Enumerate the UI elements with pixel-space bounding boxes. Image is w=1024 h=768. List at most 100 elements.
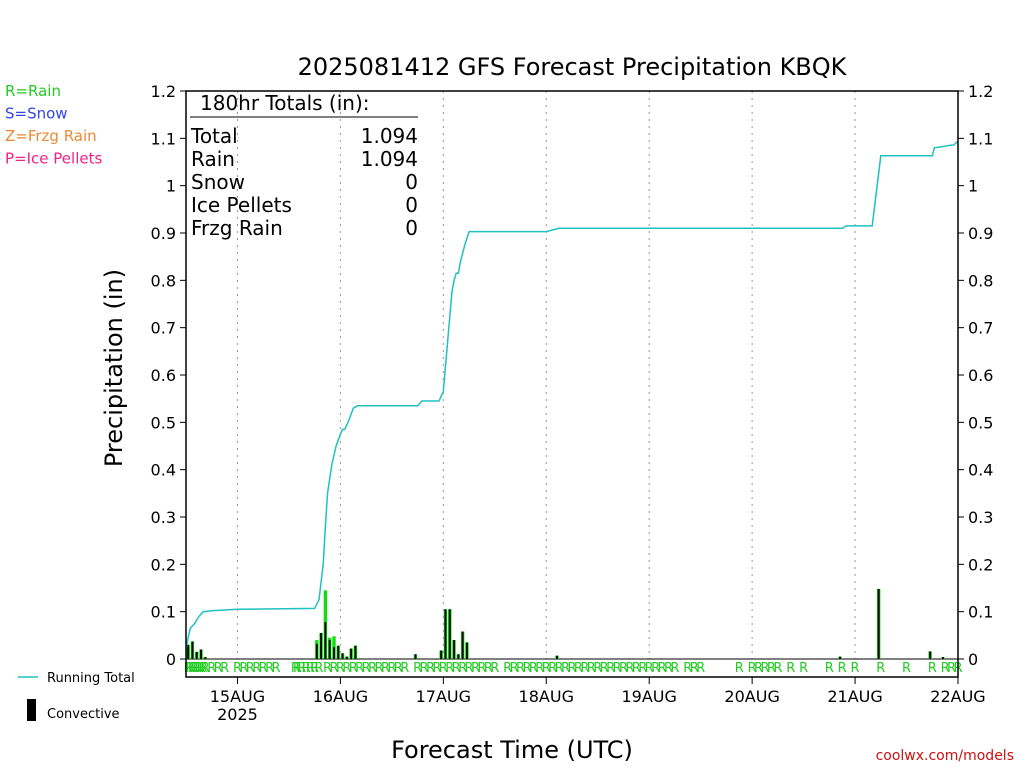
precip-type-letter: R [928, 661, 937, 676]
precip-type-letter: R [246, 661, 255, 676]
precip-type-letter: R [265, 661, 274, 676]
precip-type-letter: R [838, 661, 847, 676]
precip-type-letter: R [239, 661, 248, 676]
precip-type-letter: R [465, 661, 474, 676]
y-tick-label-left: 0.3 [151, 508, 176, 527]
precip-type-letter: R [302, 661, 311, 676]
convective-bar [328, 640, 331, 659]
precip-type-letter: R [529, 661, 538, 676]
x-tick-sublabel: 2025 [217, 705, 258, 724]
y-axis-label: Precipitation (in) [100, 269, 128, 467]
precip-type-letter: R [606, 661, 615, 676]
precip-type-letter: R [600, 661, 609, 676]
y-tick-label-right: 0.8 [968, 271, 993, 290]
precip-type-letter: R [184, 661, 193, 676]
y-tick-label-left: 0 [166, 650, 176, 669]
y-tick-label-left: 0.9 [151, 224, 176, 243]
totals-row-label: Ice Pellets [191, 193, 292, 217]
precip-type-letter: R [767, 661, 776, 676]
convective-bar [200, 649, 202, 659]
precip-type-letter: R [580, 661, 589, 676]
precip-type-letter: R [638, 661, 647, 676]
type-legend-item: R=Rain [5, 82, 61, 100]
precip-type-letter: R [259, 661, 268, 676]
x-tick-label: 19AUG [621, 687, 676, 706]
precip-type-letter: R [306, 661, 315, 676]
precip-type-letter: R [329, 661, 338, 676]
convective-bar [315, 643, 318, 659]
y-axis-left: 0 0.1 0.2 0.3 0.4 0.5 0.6 0.7 0.8 0.9 1 1.1 1.2 [151, 82, 186, 669]
x-tick-label: 16AUG [313, 687, 368, 706]
precip-type-letter: R [574, 661, 583, 676]
plot-frame [185, 90, 959, 678]
y-axis-right: 0 0.1 0.2 0.3 0.4 0.5 0.6 0.7 0.8 0.9 1 1.1 1.2 [958, 82, 993, 669]
totals-row-label: Frzg Rain [191, 216, 283, 240]
running-total-line [185, 140, 959, 650]
totals-row-value: 0 [405, 170, 418, 194]
convective-bar [444, 609, 447, 659]
precip-type-letter: R [619, 661, 628, 676]
convective-bar [414, 654, 417, 659]
totals-row-label: Total [190, 124, 238, 148]
precip-type-letter: R [670, 661, 679, 676]
totals-row-value: 0 [405, 193, 418, 217]
precip-type-letter: R [293, 661, 302, 676]
precip-type-letter: R [760, 661, 769, 676]
y-tick-label-left: 0.4 [151, 461, 176, 480]
precip-type-letter: R [587, 661, 596, 676]
y-tick-label-right: 0.3 [968, 508, 993, 527]
convective-bar [324, 622, 327, 659]
precip-type-letter: R [387, 661, 396, 676]
precip-type-letter: R [207, 661, 216, 676]
type-legend-item: P=Ice Pellets [5, 150, 102, 168]
precip-type-letter: R [632, 661, 641, 676]
precip-type-letter: R [201, 661, 210, 676]
precip-type-letter: R [522, 661, 531, 676]
convective-bar [440, 650, 443, 659]
precip-type-letter: R [542, 661, 551, 676]
precip-type-legend: R=Rain S=Snow Z=Frzg Rain P=Ice Pellets [5, 82, 102, 168]
precip-type-letter: R [420, 661, 429, 676]
y-tick-label-right: 0.4 [968, 461, 993, 480]
chart-title: 2025081412 GFS Forecast Precipitation KB… [298, 53, 848, 81]
x-tick-label: 15AUG [210, 687, 265, 706]
precip-type-letter: R [593, 661, 602, 676]
y-tick-label-right: 1.2 [968, 82, 993, 101]
convective-bar [350, 648, 353, 659]
y-tick-label-right: 0 [968, 650, 978, 669]
convective-bar [187, 644, 190, 659]
precip-type-letter: R [190, 661, 199, 676]
y-tick-label-left: 0.7 [151, 319, 176, 338]
precip-type-letter: R [199, 661, 208, 676]
precip-type-letter: R [941, 661, 950, 676]
y-tick-label-right: 1.1 [968, 129, 993, 148]
y-tick-label-right: 0.7 [968, 319, 993, 338]
y-tick-label-right: 0.6 [968, 366, 993, 385]
precip-type-letter: R [362, 661, 371, 676]
precip-type-letter: R [613, 661, 622, 676]
precip-type-letter: R [658, 661, 667, 676]
precip-type-letter: R [683, 661, 692, 676]
y-tick-label-left: 0.6 [151, 366, 176, 385]
precip-type-letter: R [825, 661, 834, 676]
precip-type-letter: R [696, 661, 705, 676]
precip-type-letter: R [477, 661, 486, 676]
y-tick-label-left: 0.8 [151, 271, 176, 290]
convective-bar [320, 632, 323, 659]
precip-type-letter: R [548, 661, 557, 676]
precip-type-letter: R [310, 661, 319, 676]
precip-type-letter: R [555, 661, 564, 676]
precip-type-letter: R [561, 661, 570, 676]
precip-type-letter: R [754, 661, 763, 676]
precip-type-letter: R [799, 661, 808, 676]
convective-bar [461, 631, 464, 659]
precip-type-letter: R [503, 661, 512, 676]
y-tick-label-left: 1 [166, 177, 176, 196]
totals-row-label: Rain [191, 147, 235, 171]
convective-bar [457, 654, 460, 659]
running-total-group [185, 140, 959, 650]
totals-row-value: 1.094 [361, 147, 418, 171]
convective-legend-swatch [27, 699, 36, 721]
